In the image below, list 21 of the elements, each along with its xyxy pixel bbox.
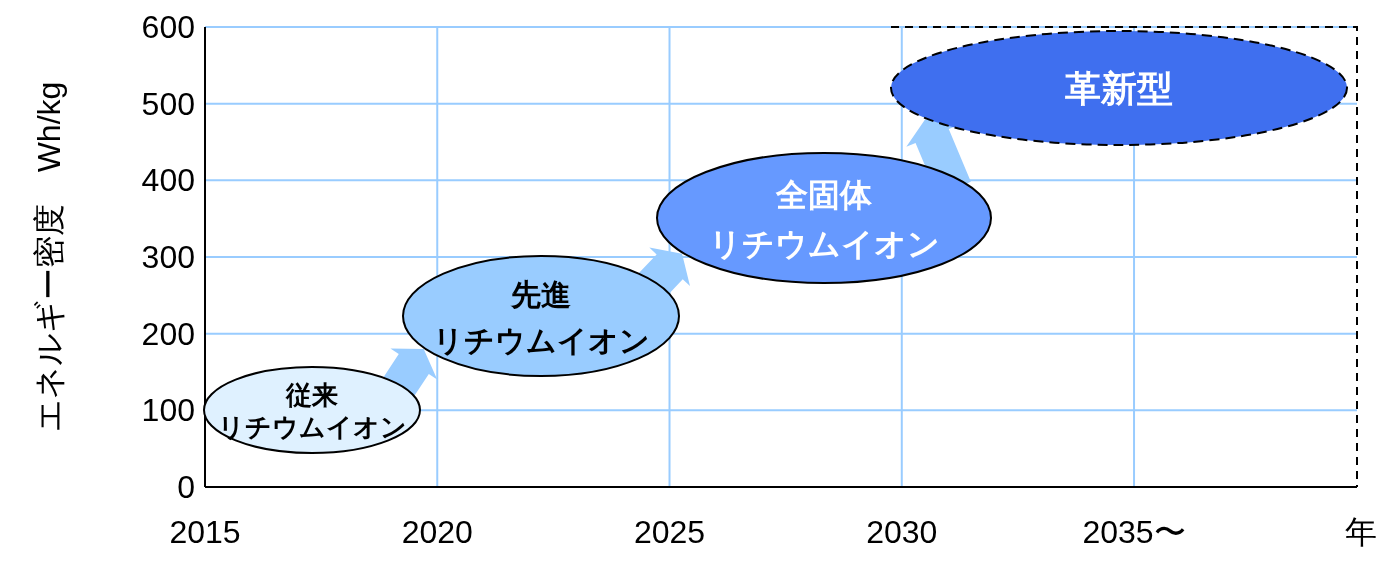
y-tick-label: 0 [177, 469, 195, 505]
y-tick-label: 400 [141, 162, 195, 199]
x-tick-label: 2015 [169, 514, 241, 550]
annotation: 先進 [510, 277, 571, 311]
y-tick-label: 200 [141, 315, 195, 352]
x-axis-title: 年 [1345, 514, 1377, 550]
x-tick-label: 2020 [401, 514, 473, 550]
x-tick-label: 2025 [633, 514, 706, 550]
y-tick-label: 500 [141, 85, 195, 122]
x-tick-label: 2035〜 [1082, 514, 1186, 550]
annotation: 革新型 [1065, 67, 1173, 109]
y-tick-label: 600 [141, 9, 195, 45]
y-tick-label: 100 [141, 392, 195, 429]
y-tick-label: 300 [141, 239, 195, 275]
annotation: リチウムイオン [217, 412, 407, 443]
annotation: 全固体 [775, 176, 873, 213]
annotation: 従来 [285, 379, 338, 410]
annotation: リチウムイオン [708, 226, 940, 262]
annotation: リチウムイオン [432, 323, 650, 357]
x-tick-label: 2030 [866, 514, 938, 550]
y-axis-title: エネルギー密度 Wh/kg [31, 81, 67, 433]
